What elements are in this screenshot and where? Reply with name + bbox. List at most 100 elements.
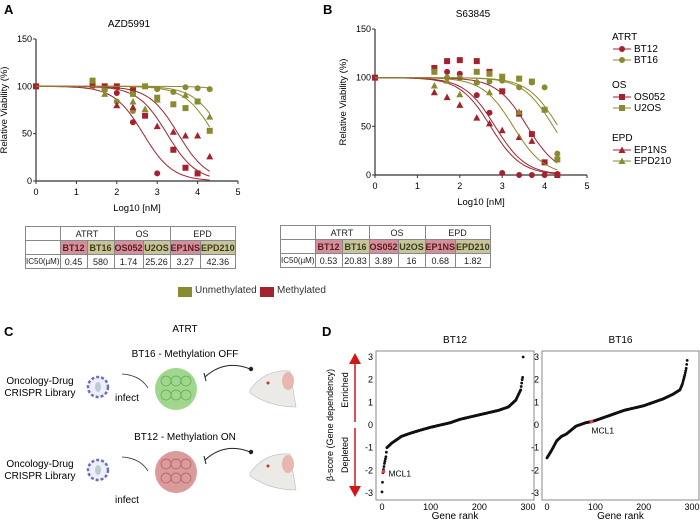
panel-label-a: A [4,2,14,17]
y-axis-label: Relative Viability (%) [0,67,10,154]
arrow-up-icon [349,353,361,364]
gene-point [384,457,387,461]
x-tick-label: 3 [500,181,505,191]
cell-line-header: EPD210 [455,239,491,254]
data-point-BT12 [444,68,451,75]
x-tick-label: 300 [684,502,699,512]
gene-point [685,362,689,366]
x-tick-label: 1 [415,181,420,191]
legend-item-BT12: BT12 [634,44,658,55]
x-tick-label: 2 [114,187,119,197]
ic50-value: 0.53 [314,253,343,268]
plot-title: BT16 [609,335,633,346]
data-point-EP1NS [443,93,451,101]
rank-plot-bt12: BT12 -3 -2 -1 0 1 2 3 0 100 200 300 Gene rank MCL1 β-s… [325,335,536,522]
legend-item-EPD210: EPD210 [634,156,672,167]
cell-line-header: BT12 [59,240,88,255]
data-point-U2OS [473,68,480,75]
data-point-BT12 [473,92,480,99]
gene-point [521,355,525,359]
gene-point [683,373,687,377]
y-tick-label: -3 [531,488,539,498]
legend-marker-OS052 [619,94,625,100]
library-label-line1: Oncology-Drug [6,459,73,470]
legend-marker-BT12 [619,46,625,52]
legend-marker-EP1NS [618,146,626,153]
data-point-U2OS [431,68,438,75]
cell-line-header: U2OS [142,240,171,255]
methylated-swatch [260,287,274,297]
mouse-ear [282,372,294,390]
x-tick-label: 5 [584,181,589,191]
gene-point [521,376,525,379]
legend-group-title: OS [612,80,627,91]
fit-curve-EP1NS [375,77,558,174]
row-label: IC50(µM) [25,254,61,269]
mcl1-label: MCL1 [388,468,411,478]
data-point-BT16 [206,86,213,93]
data-point-EPD210 [515,108,523,115]
data-point-EPD210 [485,88,493,96]
data-point-OS052 [473,58,480,65]
cell-line-header: BT16 [86,240,115,255]
chart-title: S63845 [456,9,491,20]
y-tick-label: 0 [534,420,539,430]
data-point-OS052 [541,159,548,166]
ic50-value: 1.82 [455,253,491,268]
data-point-U2OS [486,70,493,77]
x-tick-label: 0 [33,187,38,197]
legend-marker-BT16 [619,57,625,63]
gene-point [383,459,387,463]
gene-point [380,490,384,494]
fit-curve-U2OS [375,77,558,133]
legend-item-OS052: OS052 [634,92,666,103]
x-tick-label: 0 [379,502,384,512]
data-point-OS052 [142,112,149,119]
gene-point [384,455,388,459]
chart-title: AZD5991 [108,19,151,30]
ic50-value: 0.45 [59,254,88,269]
data-point-EPD210 [153,96,161,103]
y-tick-label: 2 [534,375,539,385]
data-point-BT12 [113,89,120,96]
row-label: IC50(µM) [280,253,316,268]
gene-point [684,366,688,370]
y-tick-label: 3 [534,352,539,362]
depleted-label: Depleted [340,437,350,473]
ic50-value: 3.27 [169,254,202,269]
data-point-OS052 [528,131,535,138]
rank-plot-bt16: BT16 -3 -2 -1 0 1 2 3 0 100 200 300 Gene rank MCL1 [531,335,700,522]
gene-point [685,359,689,362]
x-tick-label: 100 [423,502,438,512]
infect-label: infect [115,393,139,404]
tumor-cells-pink [155,451,197,493]
x-axis-label: Gene rank [597,511,645,522]
inhibition-dot [248,449,254,455]
plot-title: BT12 [443,335,467,346]
data-point-OS052 [182,164,189,171]
data-point-EPD210 [181,91,189,98]
gene-point [520,378,524,382]
methylated-label: Methylated [277,285,326,296]
y-tick-label: 100 [17,81,32,91]
y-axis-label: Relative Viability (%) [338,59,349,146]
data-point-EPD210 [206,113,214,120]
data-point-BT12 [528,172,535,178]
cell-line-header: EPD210 [200,240,236,255]
arrow-down-icon [349,486,361,497]
legend-item-BT16: BT16 [634,55,658,66]
legend-marker-EPD210 [618,157,626,164]
data-point-BT16 [541,84,548,91]
x-tick-label: 200 [636,502,651,512]
data-point-BT16 [182,84,189,91]
data-point-EPD210 [141,105,149,113]
data-point-EPD210 [443,77,451,84]
data-point-EP1NS [430,88,438,96]
data-point-OS052 [456,57,463,64]
infect-label: infect [115,495,139,506]
data-point-EP1NS [194,132,202,139]
mouse-eye [266,381,270,385]
data-point-OS052 [554,172,561,178]
condition-label: BT16 - Methylation OFF [132,349,239,360]
